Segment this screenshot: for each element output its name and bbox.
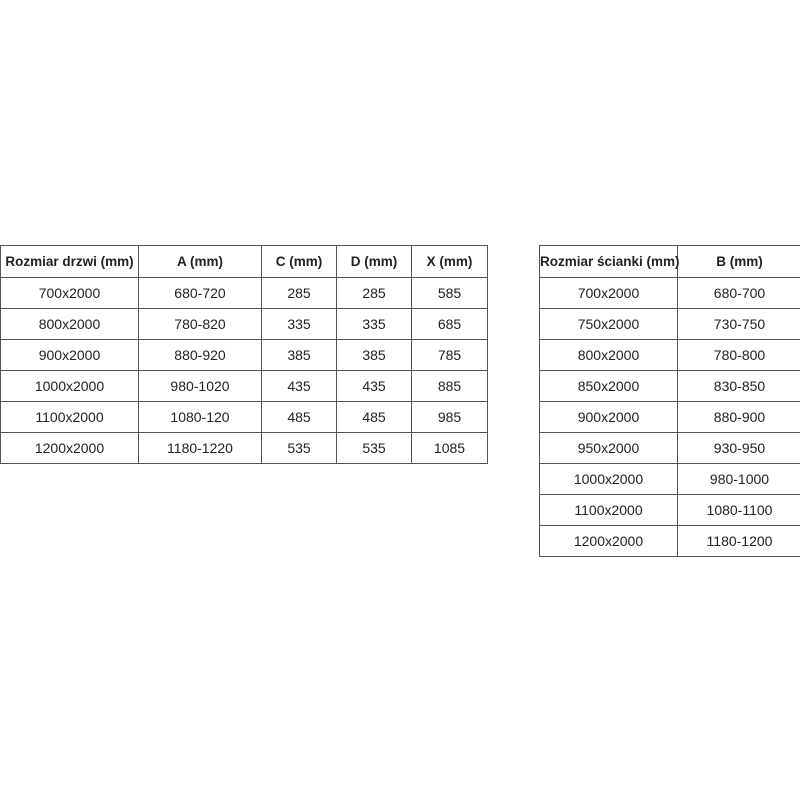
column-header: Rozmiar drzwi (mm) — [0, 245, 139, 278]
table-cell: 730-750 — [677, 308, 800, 340]
table-row: 700x2000 680-700 — [539, 277, 800, 309]
table-cell: 285 — [336, 277, 412, 309]
column-header: Rozmiar ścianki (mm) — [539, 245, 680, 278]
table-cell: 785 — [411, 339, 488, 371]
table-cell: 985 — [411, 401, 488, 433]
table-row: 950x2000 930-950 — [539, 432, 800, 464]
table-cell: 830-850 — [677, 370, 800, 402]
table-cell: 880-900 — [677, 401, 800, 433]
table-cell: 950x2000 — [539, 432, 678, 464]
table-cell: 980-1000 — [677, 463, 800, 495]
table-cell: 585 — [411, 277, 488, 309]
column-header: D (mm) — [336, 245, 412, 278]
table-cell: 750x2000 — [539, 308, 678, 340]
table-cell: 435 — [336, 370, 412, 402]
column-header: C (mm) — [261, 245, 337, 278]
table-row: 700x2000 680-720 285 285 585 — [0, 277, 488, 309]
table-cell: 485 — [261, 401, 337, 433]
table-row: 1100x2000 1080-120 485 485 985 — [0, 401, 488, 433]
table-cell: 850x2000 — [539, 370, 678, 402]
table-row: 850x2000 830-850 — [539, 370, 800, 402]
table-header-row: Rozmiar ścianki (mm) B (mm) — [539, 245, 800, 278]
table-cell: 885 — [411, 370, 488, 402]
table-cell: 1000x2000 — [539, 463, 678, 495]
table-header-row: Rozmiar drzwi (mm) A (mm) C (mm) D (mm) X (m… — [0, 245, 488, 278]
table-cell: 335 — [336, 308, 412, 340]
table-cell: 700x2000 — [0, 277, 139, 309]
table-row: 900x2000 880-900 — [539, 401, 800, 433]
table-cell: 1000x2000 — [0, 370, 139, 402]
table-cell: 685 — [411, 308, 488, 340]
table-cell: 800x2000 — [0, 308, 139, 340]
table-row: 800x2000 780-820 335 335 685 — [0, 308, 488, 340]
table-row: 800x2000 780-800 — [539, 339, 800, 371]
column-header: X (mm) — [411, 245, 488, 278]
table-row: 750x2000 730-750 — [539, 308, 800, 340]
column-header: A (mm) — [138, 245, 262, 278]
table-cell: 980-1020 — [138, 370, 262, 402]
table-cell: 800x2000 — [539, 339, 678, 371]
table-cell: 900x2000 — [539, 401, 678, 433]
table-cell: 385 — [336, 339, 412, 371]
table-row: 1100x2000 1080-1100 — [539, 494, 800, 526]
table-cell: 435 — [261, 370, 337, 402]
table-cell: 680-700 — [677, 277, 800, 309]
table-cell: 535 — [261, 432, 337, 464]
table-row: 1200x2000 1180-1200 — [539, 525, 800, 557]
table-cell: 930-950 — [677, 432, 800, 464]
table-cell: 780-800 — [677, 339, 800, 371]
table-row: 1200x2000 1180-1220 535 535 1085 — [0, 432, 488, 464]
table-cell: 1100x2000 — [539, 494, 678, 526]
table-cell: 1080-120 — [138, 401, 262, 433]
table-cell: 1200x2000 — [0, 432, 139, 464]
table-cell: 1180-1200 — [677, 525, 800, 557]
table-cell: 335 — [261, 308, 337, 340]
table-row: 1000x2000 980-1000 — [539, 463, 800, 495]
table-cell: 485 — [336, 401, 412, 433]
table-row: 900x2000 880-920 385 385 785 — [0, 339, 488, 371]
table-cell: 285 — [261, 277, 337, 309]
wall-size-table: Rozmiar ścianki (mm) B (mm) 700x2000 680-7… — [539, 245, 800, 557]
table-cell: 700x2000 — [539, 277, 678, 309]
table-cell: 900x2000 — [0, 339, 139, 371]
table-row: 1000x2000 980-1020 435 435 885 — [0, 370, 488, 402]
table-cell: 385 — [261, 339, 337, 371]
table-cell: 1180-1220 — [138, 432, 262, 464]
table-cell: 780-820 — [138, 308, 262, 340]
table-cell: 1200x2000 — [539, 525, 678, 557]
table-cell: 880-920 — [138, 339, 262, 371]
column-header: B (mm) — [677, 245, 800, 278]
table-cell: 1085 — [411, 432, 488, 464]
table-cell: 535 — [336, 432, 412, 464]
door-size-table: Rozmiar drzwi (mm) A (mm) C (mm) D (mm) X (m… — [0, 245, 488, 464]
table-cell: 1100x2000 — [0, 401, 139, 433]
table-cell: 1080-1100 — [677, 494, 800, 526]
table-cell: 680-720 — [138, 277, 262, 309]
